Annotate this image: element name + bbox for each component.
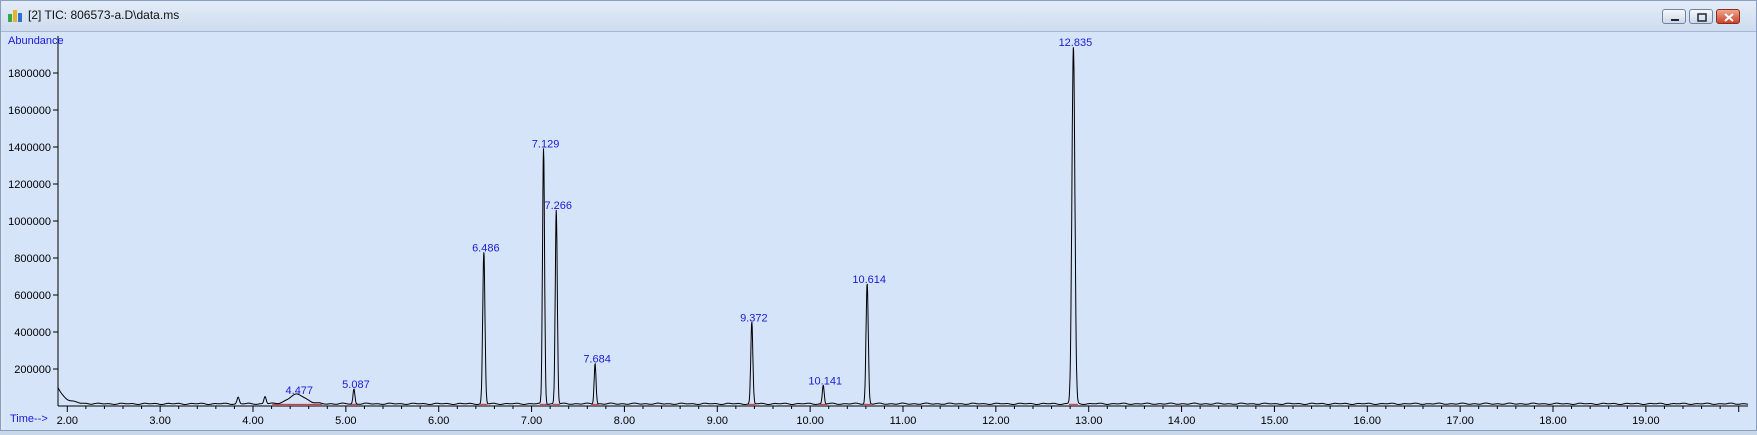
peak-label[interactable]: 7.266 [545, 200, 573, 212]
peak-label[interactable]: 5.087 [342, 379, 370, 391]
x-axis-label: Time--> [10, 413, 48, 425]
peak-label[interactable]: 7.684 [583, 353, 611, 365]
y-tick-label: 1800000 [8, 68, 51, 80]
x-tick-label: 5.00 [335, 415, 356, 427]
peak-label[interactable]: 7.129 [532, 139, 560, 151]
chromatogram-plot-area[interactable]: Abundance Time--> 200000 400000 600000 8000… [4, 32, 1755, 430]
peak-label[interactable]: 4.477 [286, 385, 314, 397]
x-tick-label: 18.00 [1539, 415, 1567, 427]
x-tick-label: 11.00 [890, 415, 917, 427]
x-tick-label: 15.00 [1261, 415, 1289, 427]
x-tick-label: 7.00 [521, 415, 542, 427]
peak-labels: 4.477 5.087 6.486 7.129 7.266 7.684 9.372 10.14… [286, 37, 1093, 397]
minimize-icon [1671, 19, 1679, 21]
x-tick-label: 10.00 [796, 415, 824, 427]
x-tick-label: 8.00 [614, 415, 635, 427]
title-bar[interactable]: [2] TIC: 806573-a.D\data.ms [1, 1, 1756, 32]
y-tick-label: 400000 [14, 327, 51, 339]
y-tick-label: 200000 [14, 364, 51, 376]
x-tick-label: 2.00 [57, 415, 78, 427]
x-tick-label: 6.00 [428, 415, 449, 427]
y-tick-label: 800000 [14, 253, 51, 265]
close-button[interactable] [1716, 9, 1740, 24]
window-title: [2] TIC: 806573-a.D\data.ms [28, 8, 180, 22]
y-tick-label: 600000 [14, 290, 51, 302]
y-tick-label: 1000000 [8, 216, 51, 228]
peak-label[interactable]: 10.141 [808, 376, 842, 388]
x-tick-label: 12.00 [982, 415, 1010, 427]
peak-label[interactable]: 6.486 [472, 242, 500, 254]
y-tick-label: 1600000 [8, 105, 51, 117]
x-tick-label: 16.00 [1354, 415, 1382, 427]
y-axis-ticks: 200000 400000 600000 800000 1000000 1200000 14… [8, 68, 58, 376]
y-axis-label: Abundance [8, 35, 64, 47]
x-axis-ticks: 2.00 3.00 4.00 5.00 6.00 7.00 8.00 9.00 10.00 11.… [57, 406, 1740, 427]
x-tick-label: 14.00 [1168, 415, 1196, 427]
x-tick-label: 19.00 [1632, 415, 1660, 427]
peak-label[interactable]: 12.835 [1059, 37, 1093, 49]
minimize-button[interactable] [1662, 9, 1686, 24]
peak-label[interactable]: 10.614 [852, 274, 886, 286]
restore-button[interactable] [1689, 9, 1713, 24]
x-tick-label: 17.00 [1446, 415, 1474, 427]
x-tick-label: 4.00 [242, 415, 263, 427]
tic-chromatogram[interactable]: Abundance Time--> 200000 400000 600000 8000… [4, 32, 1755, 430]
x-tick-label: 13.00 [1075, 415, 1103, 427]
close-icon [1724, 13, 1734, 22]
peak-label[interactable]: 9.372 [740, 313, 768, 325]
chromatogram-app-icon [8, 10, 22, 22]
tic-trace-line [57, 47, 1748, 405]
restore-icon [1697, 13, 1707, 22]
y-tick-label: 1400000 [8, 142, 51, 154]
x-tick-label: 3.00 [149, 415, 170, 427]
y-tick-label: 1200000 [8, 179, 51, 191]
x-tick-label: 9.00 [707, 415, 728, 427]
